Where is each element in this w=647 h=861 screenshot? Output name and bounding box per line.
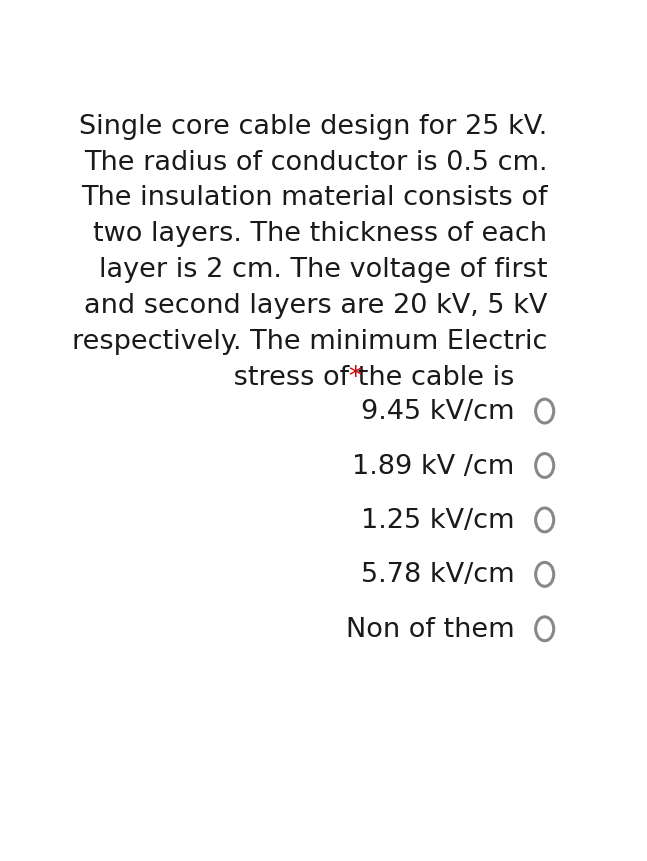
Text: stress of the cable is: stress of the cable is: [225, 364, 514, 390]
Text: 5.78 kV/cm: 5.78 kV/cm: [361, 561, 514, 588]
Text: *: *: [348, 364, 362, 390]
Text: Non of them: Non of them: [346, 616, 514, 642]
Text: The insulation material consists of: The insulation material consists of: [81, 185, 547, 211]
Text: Single core cable design for 25 kV.: Single core cable design for 25 kV.: [79, 114, 547, 139]
Text: two layers. The thickness of each: two layers. The thickness of each: [93, 221, 547, 247]
Text: respectively. The minimum Electric: respectively. The minimum Electric: [72, 328, 547, 355]
Text: 1.25 kV/cm: 1.25 kV/cm: [361, 507, 514, 533]
Text: layer is 2 cm. The voltage of first: layer is 2 cm. The voltage of first: [99, 257, 547, 282]
Text: 9.45 kV/cm: 9.45 kV/cm: [361, 399, 514, 424]
Text: 1.89 kV /cm: 1.89 kV /cm: [353, 453, 514, 479]
Text: The radius of conductor is 0.5 cm.: The radius of conductor is 0.5 cm.: [83, 149, 547, 176]
Text: and second layers are 20 kV, 5 kV: and second layers are 20 kV, 5 kV: [84, 293, 547, 319]
